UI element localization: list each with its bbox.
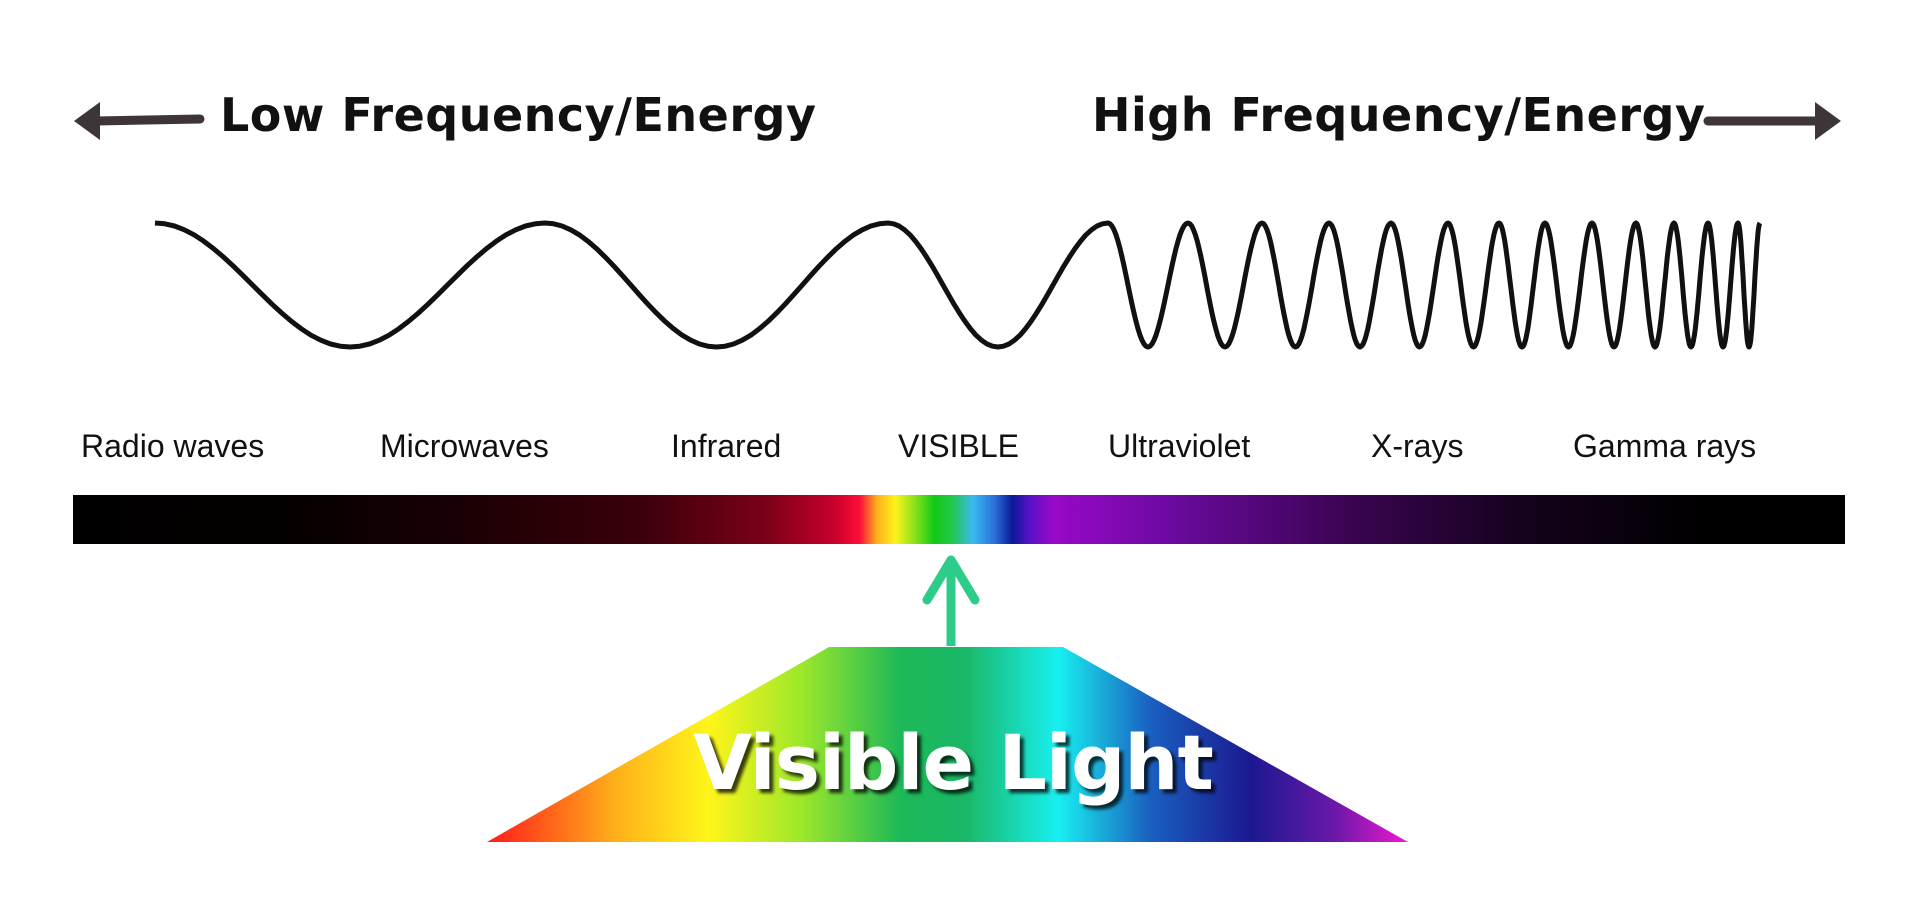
arrow-left-icon: [74, 102, 205, 140]
band-label-xrays: X-rays: [1371, 428, 1464, 464]
high-frequency-heading: High Frequency/Energy: [1092, 88, 1706, 142]
frequency-wave: [154, 220, 1763, 350]
low-frequency-heading: Low Frequency/Energy: [220, 88, 817, 142]
arrow-right-icon: [1703, 102, 1841, 140]
band-label-visible: VISIBLE: [898, 428, 1019, 464]
band-label-gamma: Gamma rays: [1573, 428, 1757, 464]
band-label-microwaves: Microwaves: [380, 428, 549, 464]
electromagnetic-spectrum-bar: [73, 495, 1845, 544]
band-label-infrared: Infrared: [671, 428, 782, 464]
visible-light-label: Visible Light: [693, 718, 1214, 807]
visible-light-trapezoid: [487, 647, 1408, 842]
band-label-ultraviolet: Ultraviolet: [1108, 428, 1251, 464]
arrow-up-icon: [922, 555, 980, 646]
band-label-radio: Radio waves: [81, 428, 265, 464]
